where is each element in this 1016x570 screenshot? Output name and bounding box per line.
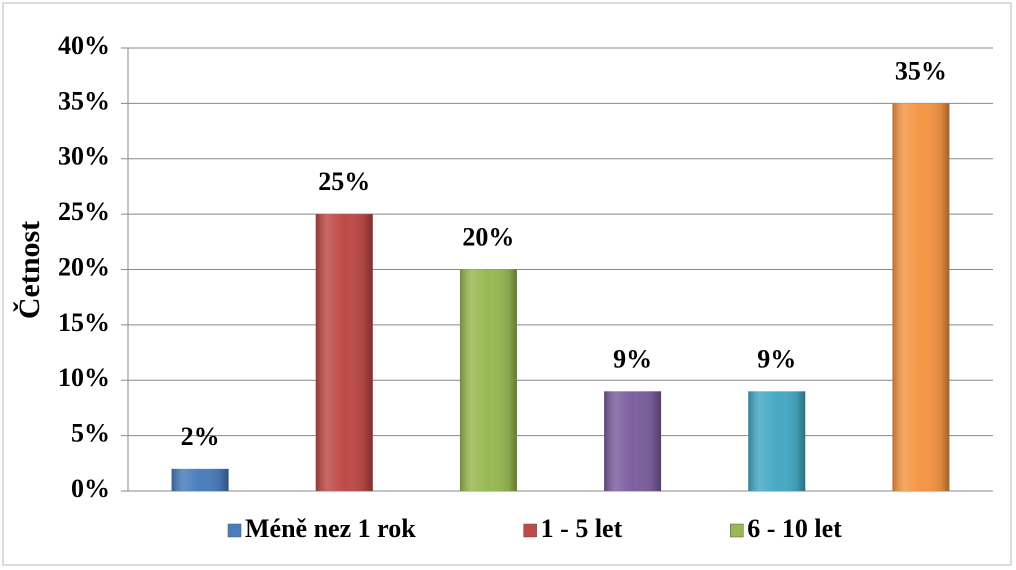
y-tick-label: 25% <box>58 197 110 226</box>
value-label: 25% <box>318 167 370 196</box>
legend-label: Méně nez 1 rok <box>245 514 416 543</box>
value-label: 2% <box>181 422 220 451</box>
legend-label: 6 - 10 let <box>747 514 842 543</box>
legend-swatch <box>227 523 242 538</box>
legend-swatch <box>730 523 744 538</box>
y-tick-label: 35% <box>58 86 110 115</box>
bar-shade <box>459 269 517 491</box>
value-label: 35% <box>895 56 947 85</box>
value-label: 20% <box>462 222 514 251</box>
bar-shade <box>315 214 373 491</box>
y-tick-label: 10% <box>58 363 110 392</box>
bar-shade <box>604 391 662 491</box>
bar-shade <box>892 103 950 491</box>
value-label: 9% <box>613 344 652 373</box>
bar-shade <box>748 391 806 491</box>
y-tick-label: 15% <box>58 308 110 337</box>
y-tick-label: 5% <box>71 419 110 448</box>
y-tick-label: 0% <box>71 474 110 503</box>
y-tick-label: 20% <box>58 252 110 281</box>
y-axis-title: Četnost <box>13 221 46 319</box>
bar-shade <box>171 468 229 491</box>
legend-swatch <box>523 523 537 538</box>
value-label: 9% <box>757 344 796 373</box>
y-tick-label: 40% <box>58 31 110 60</box>
y-tick-label: 30% <box>58 142 110 171</box>
legend-label: 1 - 5 let <box>541 514 623 543</box>
